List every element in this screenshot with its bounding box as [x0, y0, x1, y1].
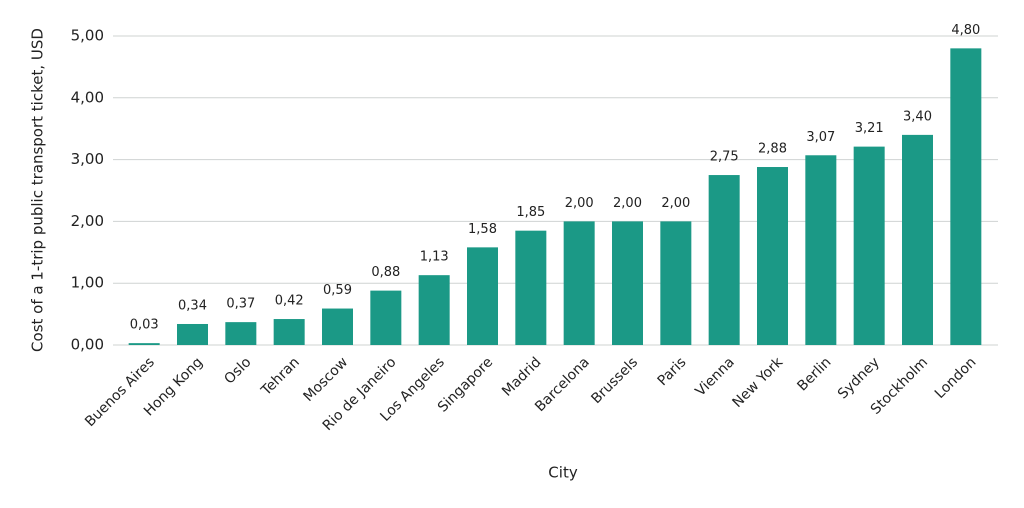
bar [467, 247, 498, 345]
y-tick-label: 3,00 [71, 150, 104, 168]
x-tick-label: Sydney [835, 354, 883, 402]
x-tick-label: Oslo [221, 354, 254, 387]
value-label: 1,58 [468, 222, 497, 237]
y-tick-label: 2,00 [71, 212, 104, 230]
x-tick-label: New York [730, 354, 787, 411]
y-tick-label: 1,00 [71, 274, 104, 292]
value-label: 2,00 [565, 196, 594, 211]
value-label: 0,59 [323, 283, 352, 298]
bar [515, 230, 547, 345]
y-tick-label: 0,00 [71, 336, 104, 354]
value-label: 2,00 [613, 196, 642, 211]
x-tick-label: Buenos Aires [82, 354, 158, 430]
bar [805, 155, 837, 345]
bar [612, 221, 643, 345]
value-label: 2,75 [710, 150, 739, 165]
x-tick-label: Tehran [258, 354, 303, 399]
value-label: 4,80 [951, 23, 980, 38]
bar [177, 323, 208, 345]
value-label: 0,34 [178, 298, 207, 313]
value-label: 0,03 [130, 318, 159, 333]
x-tick-label: Vienna [692, 354, 737, 399]
x-tick-label: London [932, 354, 980, 402]
value-label: 2,00 [661, 196, 690, 211]
bar [853, 146, 885, 345]
value-label: 0,42 [275, 294, 304, 309]
x-tick-label: Brussels [588, 354, 641, 407]
bar [757, 167, 788, 345]
bar [902, 134, 933, 345]
bar [128, 343, 160, 345]
value-label: 0,37 [226, 297, 255, 312]
x-tick-label: Berlin [794, 354, 834, 394]
value-label: 1,85 [516, 205, 545, 220]
bar [950, 48, 982, 346]
bar [322, 308, 353, 345]
bar [708, 175, 740, 345]
y-axis-title: Cost of a 1-trip public transport ticket… [29, 28, 47, 352]
value-label: 1,13 [420, 250, 449, 265]
bar [225, 322, 257, 345]
value-label: 3,40 [903, 109, 932, 124]
value-label: 3,21 [855, 121, 884, 136]
bar [563, 221, 595, 345]
value-label: 3,07 [806, 130, 835, 145]
x-tick-label: Madrid [499, 354, 544, 399]
x-axis-title: City [548, 464, 578, 482]
x-tick-label: Moscow [300, 354, 351, 405]
value-label: 2,88 [758, 142, 787, 157]
bar [660, 221, 692, 345]
y-tick-label: 5,00 [71, 27, 104, 45]
y-tick-label: 4,00 [71, 88, 104, 106]
bar [418, 275, 450, 345]
value-label: 0,88 [371, 265, 400, 280]
bar [273, 319, 305, 345]
x-tick-label: Paris [655, 354, 690, 389]
bar [370, 290, 402, 345]
